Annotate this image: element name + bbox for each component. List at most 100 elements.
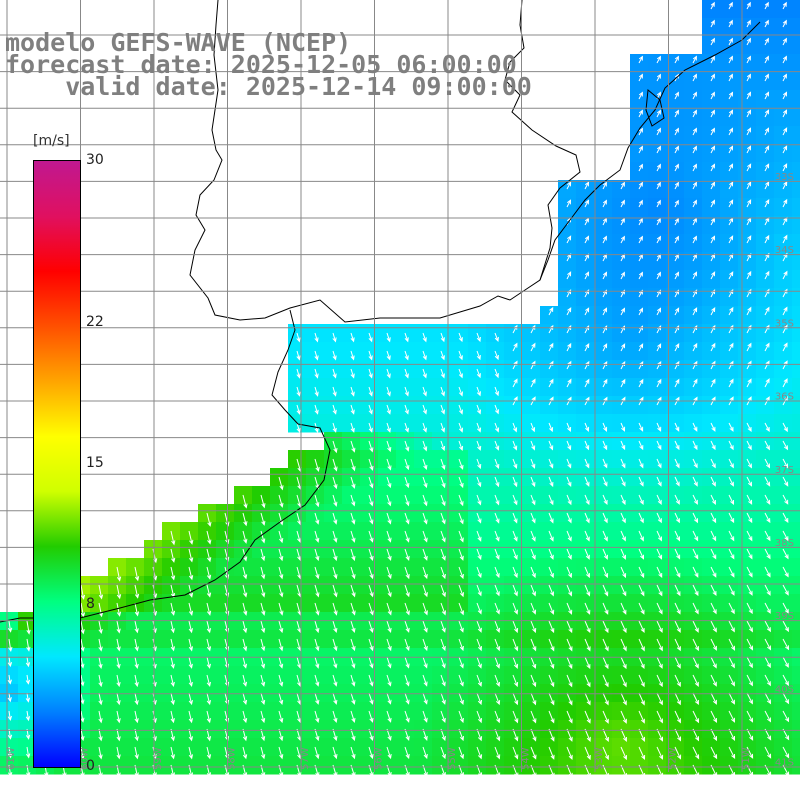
wind-arrow [710,638,717,651]
wind-arrow [602,440,608,451]
wind-cell [702,18,721,37]
wind-cell [792,270,800,289]
wind-arrow [566,746,573,760]
wind-arrow [422,548,428,561]
wind-arrow [116,566,122,582]
wind-arrow [314,638,320,652]
wind-cell [630,144,649,163]
wind-arrow [710,127,715,136]
wind-arrow [98,656,103,670]
wind-arrow [584,378,590,388]
wind-arrow [332,602,338,616]
wind-cell [738,360,757,379]
wind-arrow [728,235,734,244]
wind-arrow [404,440,410,452]
wind-arrow [566,566,572,579]
wind-arrow [422,404,427,415]
wind-arrow [368,512,374,525]
wind-arrow [278,512,284,526]
wind-arrow [368,332,373,343]
wind-arrow [602,674,609,688]
wind-arrow [404,404,409,415]
wind-arrow [764,109,770,118]
wind-arrow [548,440,554,451]
wind-arrow [638,692,645,706]
wind-cell [504,378,523,397]
wind-arrow [80,656,85,669]
wind-arrow [746,91,752,100]
wind-arrow [710,746,718,760]
wind-cell [792,180,800,199]
wind-arrow [332,692,338,705]
wind-arrow [710,73,715,82]
wind-arrow [350,674,356,687]
wind-arrow [674,271,680,280]
wind-arrow [368,458,374,471]
wind-cell [558,342,577,361]
wind-cell [756,288,775,307]
wind-cell [702,270,721,289]
wind-cell [666,90,685,109]
wind-arrow [242,602,248,616]
wind-arrow [710,181,716,190]
wind-cell [756,396,775,415]
wind-arrow [602,458,608,469]
wind-arrow [260,548,266,562]
wind-arrow [476,494,482,506]
wind-arrow [476,332,481,343]
wind-cell [630,342,649,361]
wind-arrow [260,602,266,616]
wind-arrow [764,1,769,10]
wind-cell [702,126,721,145]
wind-arrow [602,530,608,542]
wind-arrow [458,386,463,397]
wind-arrow [782,602,789,614]
wind-arrow [206,638,212,652]
wind-arrow [458,674,464,687]
wind-arrow [350,602,356,616]
wind-arrow [584,692,591,706]
wind-arrow [602,548,608,560]
wind-cell [576,342,595,361]
wind-arrow [134,620,139,634]
wind-arrow [170,530,176,546]
wind-arrow [422,566,428,580]
wind-cell [792,234,800,253]
wind-arrow [782,306,788,316]
wind-arrow [98,602,104,618]
wind-arrow [368,674,374,687]
wind-arrow [404,332,409,343]
wind-arrow [746,199,752,208]
wind-arrow [566,512,572,524]
wind-arrow [692,440,698,451]
wind-arrow [422,746,428,760]
wind-arrow [746,109,752,118]
wind-arrow [602,476,608,487]
wind-arrow [476,368,481,379]
wind-arrow [548,620,555,634]
wind-arrow [764,181,770,190]
wind-arrow [476,602,482,615]
wind-arrow [332,638,338,652]
colorbar-tick-label: 0 [86,758,95,774]
wind-arrow [422,620,428,633]
wind-arrow [206,620,212,634]
wind-cell [558,378,577,397]
wind-arrow [656,584,663,597]
wind-cell [612,198,631,217]
wind-arrow [548,638,555,652]
wind-arrow [728,602,735,615]
wind-arrow [134,584,140,599]
wind-cell [666,378,685,397]
wind-arrow [476,692,482,706]
wind-arrow [494,746,501,760]
wind-arrow [98,710,103,724]
wind-arrow [674,217,679,226]
wind-arrow [692,602,699,615]
wind-cell [648,342,667,361]
wind-arrow [296,422,301,434]
wind-arrow [314,710,320,723]
wind-arrow [620,422,626,432]
wind-cell [540,306,559,325]
wind-cell [630,162,649,181]
